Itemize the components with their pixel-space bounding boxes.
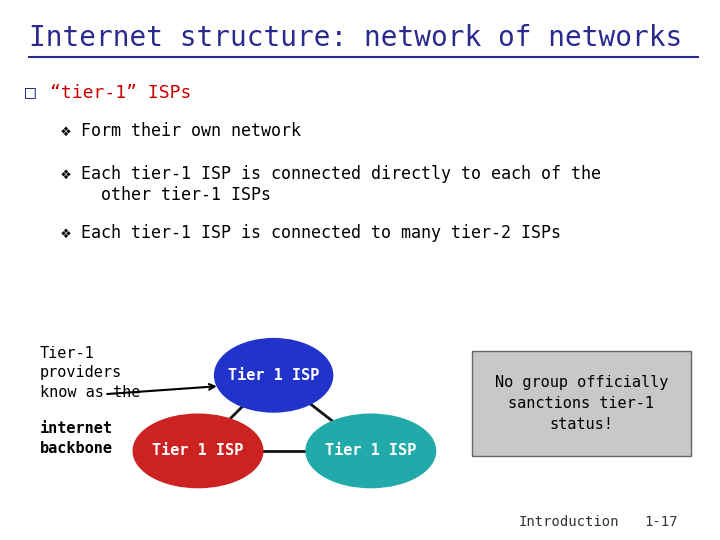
Text: ❖ Each tier-1 ISP is connected directly to each of the
    other tier-1 ISPs: ❖ Each tier-1 ISP is connected directly … bbox=[61, 165, 601, 204]
Text: “tier-1” ISPs: “tier-1” ISPs bbox=[50, 84, 192, 102]
Text: 1-17: 1-17 bbox=[644, 515, 678, 529]
Text: Internet structure: network of networks: Internet structure: network of networks bbox=[29, 24, 682, 52]
Text: □: □ bbox=[25, 84, 36, 102]
Ellipse shape bbox=[133, 414, 263, 488]
Text: Tier 1 ISP: Tier 1 ISP bbox=[153, 443, 243, 458]
Text: No group officially
sanctions tier-1
status!: No group officially sanctions tier-1 sta… bbox=[495, 375, 668, 432]
Text: Tier 1 ISP: Tier 1 ISP bbox=[325, 443, 416, 458]
Ellipse shape bbox=[215, 339, 333, 412]
Text: ❖ Each tier-1 ISP is connected to many tier-2 ISPs: ❖ Each tier-1 ISP is connected to many t… bbox=[61, 224, 561, 242]
Text: Introduction: Introduction bbox=[518, 515, 619, 529]
Text: internet
backbone: internet backbone bbox=[40, 421, 112, 456]
Text: Tier-1
providers
know as the: Tier-1 providers know as the bbox=[40, 346, 140, 400]
FancyBboxPatch shape bbox=[472, 351, 691, 456]
Ellipse shape bbox=[306, 414, 436, 488]
Text: ❖ Form their own network: ❖ Form their own network bbox=[61, 122, 301, 139]
Text: Tier 1 ISP: Tier 1 ISP bbox=[228, 368, 319, 383]
